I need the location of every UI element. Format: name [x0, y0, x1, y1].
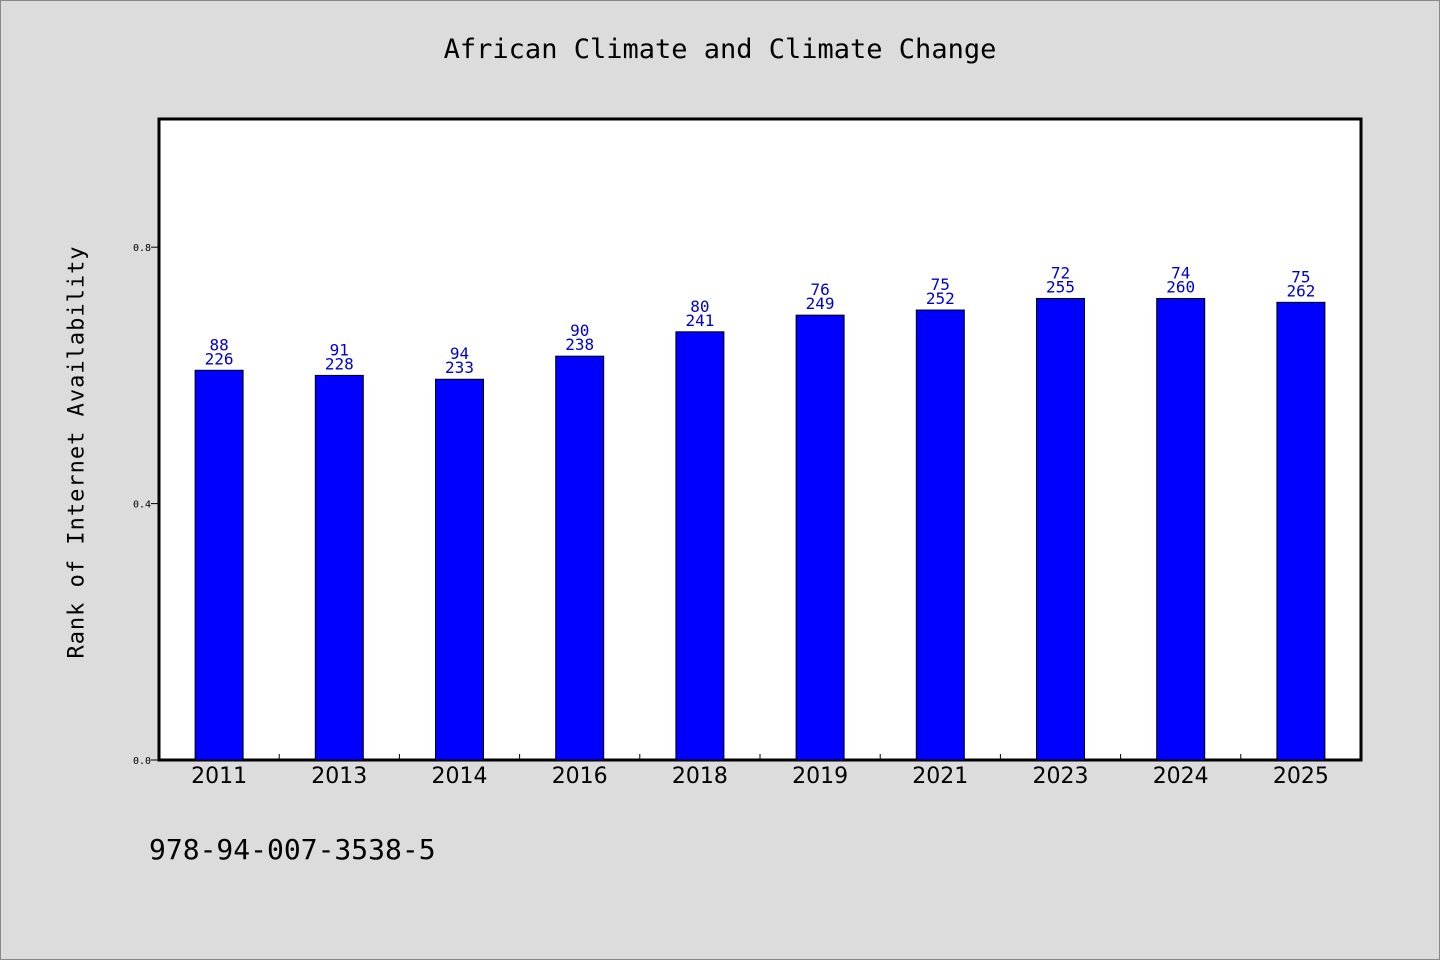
- x-tick-label: 2011: [191, 764, 247, 789]
- x-ticks: [278, 754, 1242, 760]
- bar-rank-label: 90: [570, 321, 589, 340]
- bar: [915, 309, 965, 761]
- bar: [555, 355, 605, 761]
- x-tick-label: 2024: [1153, 764, 1209, 789]
- bar-total-label: 262: [1286, 281, 1315, 300]
- y-tick-label: 0.8: [133, 243, 151, 254]
- bar: [314, 374, 364, 761]
- x-tick-label: 2016: [552, 764, 608, 789]
- y-tick-label: 0.4: [133, 500, 151, 511]
- bar-rank-label: 76: [810, 280, 829, 299]
- chart-title: African Climate and Climate Change: [443, 34, 997, 65]
- bar-rank-label: 88: [209, 335, 228, 354]
- x-tick-label: 2014: [432, 764, 488, 789]
- bar-total-label: 233: [445, 358, 474, 377]
- bars: [194, 297, 1326, 761]
- bar-total-label: 255: [1046, 277, 1075, 296]
- bar: [1036, 297, 1085, 761]
- x-tick-label: 2023: [1033, 764, 1089, 789]
- x-tick-label: 2025: [1273, 764, 1329, 789]
- bar-total-label: 228: [325, 354, 354, 373]
- y-ticks: 0.0 0.4 0.8: [133, 243, 159, 767]
- bar-rank-label: 94: [450, 344, 469, 363]
- bar-rank-label: 75: [1291, 267, 1310, 286]
- bar-total-label: 226: [205, 349, 234, 368]
- bar-rank-label: 74: [1171, 263, 1190, 282]
- bar: [1156, 297, 1206, 761]
- bar-rank-label: 72: [1051, 263, 1070, 282]
- x-tick-label: 2021: [912, 764, 968, 789]
- bar-rank-label: 75: [931, 275, 950, 294]
- isbn-note: 978-94-007-3538-5: [149, 833, 436, 866]
- bar-total-label: 241: [685, 311, 714, 330]
- bar: [795, 314, 845, 761]
- bar-rank-label: 80: [690, 297, 709, 316]
- bar-total-label: 238: [565, 335, 594, 354]
- bar-rank-label: 91: [330, 340, 349, 359]
- y-tick-label: 0.0: [133, 756, 151, 767]
- bar: [435, 378, 484, 761]
- x-tick-label: 2019: [792, 764, 848, 789]
- bar: [1276, 301, 1326, 761]
- bar: [194, 369, 244, 761]
- bar-total-label: 252: [926, 289, 955, 308]
- x-tick-labels: 2011 2013 2014 2016 2018 2019 2021 2023 2024 2025: [191, 764, 1329, 789]
- x-tick-label: 2013: [311, 764, 367, 789]
- bar-total-label: 249: [806, 294, 835, 313]
- bar: [675, 331, 725, 761]
- x-tick-label: 2018: [672, 764, 728, 789]
- bar-total-label: 260: [1166, 277, 1195, 296]
